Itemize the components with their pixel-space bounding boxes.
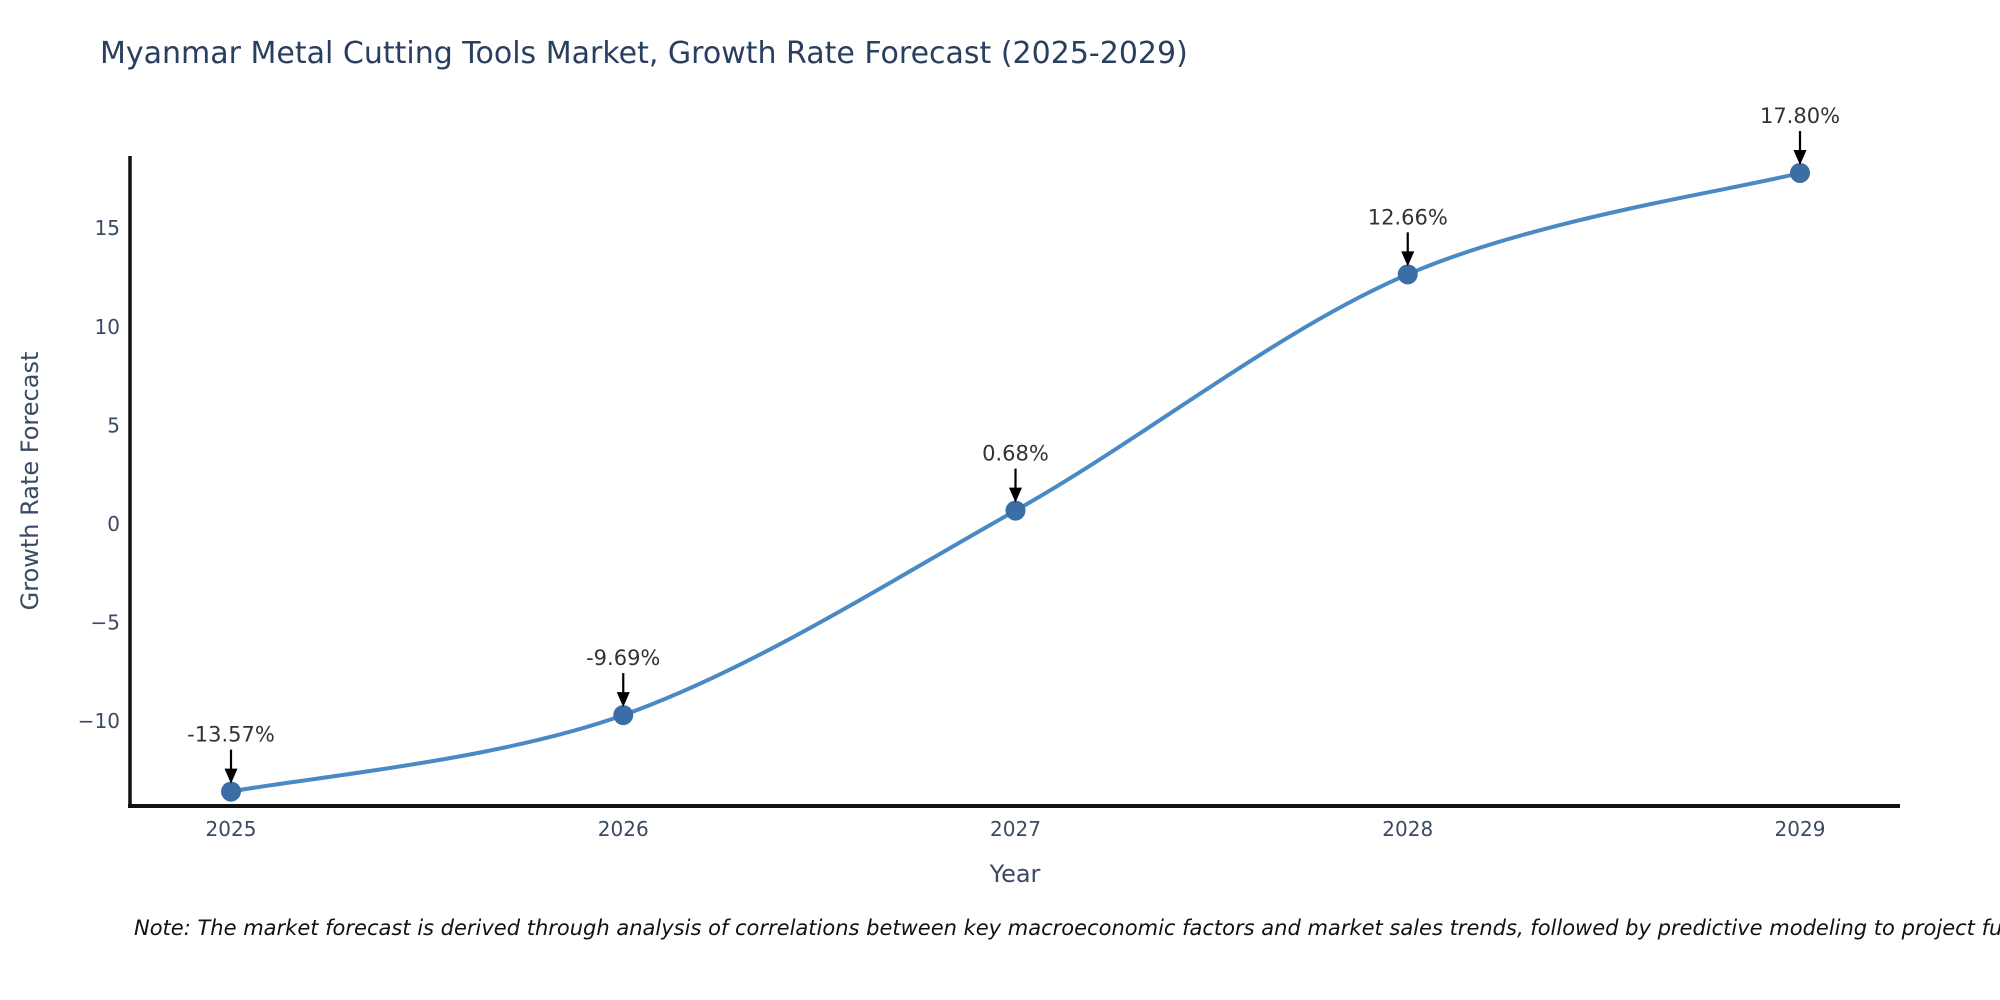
y-axis-label: Growth Rate Forecast: [16, 351, 44, 611]
point-value-label: -13.57%: [187, 723, 275, 747]
annotation-arrow-head: [1401, 251, 1415, 267]
y-tick-label: −10: [78, 709, 120, 733]
annotation-arrow-head: [616, 692, 630, 708]
point-value-label: -9.69%: [586, 646, 660, 670]
y-tick-label: 15: [95, 216, 120, 240]
y-tick-label: 10: [95, 315, 120, 339]
data-point-2028: [1397, 264, 1418, 285]
data-point-2025: [221, 781, 241, 802]
point-value-label: 17.80%: [1760, 104, 1840, 128]
y-tick-label: 5: [107, 413, 120, 437]
annotation-arrow-head: [1009, 487, 1022, 503]
y-tick-label: −5: [91, 611, 120, 635]
x-axis-label: Year: [989, 860, 1041, 888]
data-point-2029: [1790, 162, 1810, 183]
footnote: Note: The market forecast is derived thr…: [134, 916, 2000, 940]
x-tick-label: 2025: [206, 817, 257, 841]
x-tick-label: 2029: [1775, 817, 1826, 841]
point-value-label: 0.68%: [982, 442, 1049, 466]
data-point-2027: [1005, 500, 1026, 521]
x-tick-label: 2028: [1382, 817, 1433, 841]
annotation-arrow-head: [1793, 149, 1807, 165]
data-point-2026: [613, 705, 634, 726]
x-tick-label: 2026: [598, 817, 649, 841]
y-tick-label: 0: [107, 512, 120, 536]
point-value-label: 12.66%: [1368, 205, 1448, 229]
annotation-arrow-head: [224, 768, 238, 784]
x-tick-label: 2027: [990, 817, 1041, 841]
chart-title: Myanmar Metal Cutting Tools Market, Grow…: [100, 36, 1188, 71]
